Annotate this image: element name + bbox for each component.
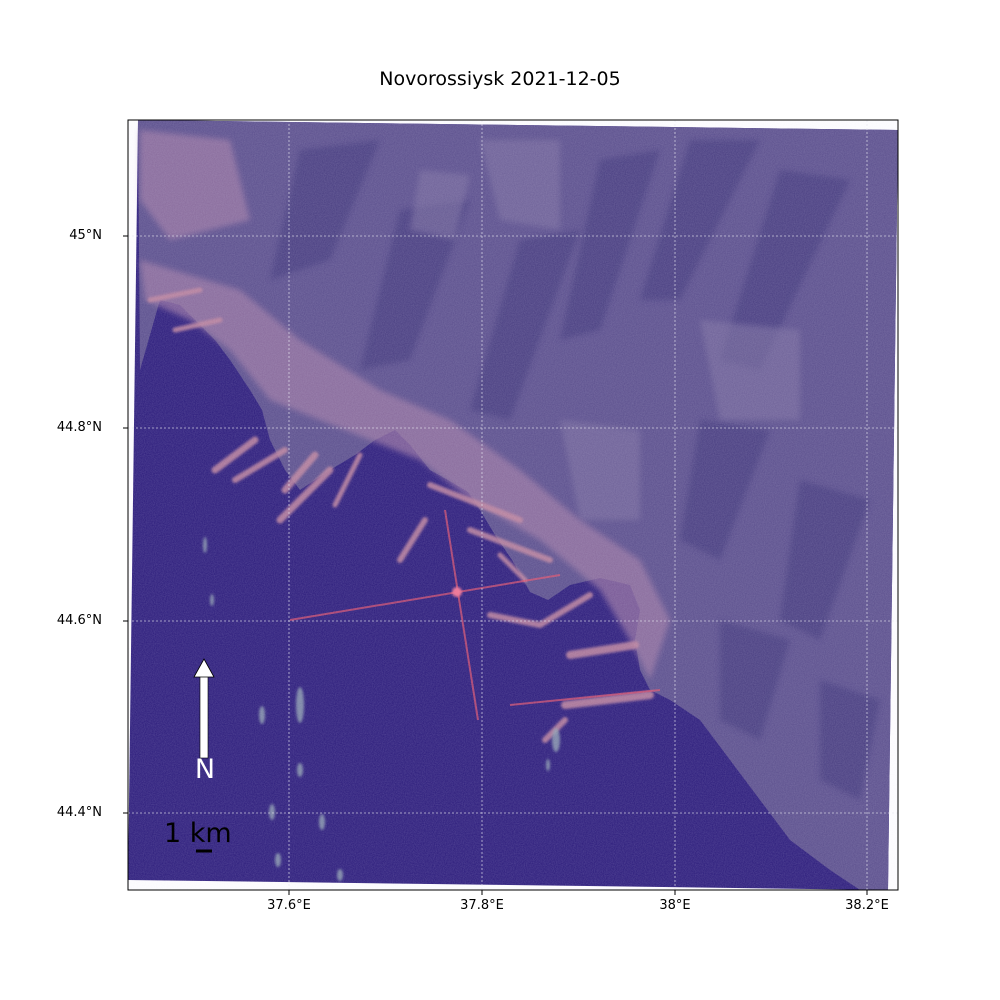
lon-tick-label: 37.8°E <box>460 898 504 913</box>
satellite-image <box>128 120 898 890</box>
lat-tick-label: 44.8°N <box>56 420 102 435</box>
lon-tick-label: 38.2°E <box>845 898 889 913</box>
lon-tick-label: 37.6°E <box>267 898 311 913</box>
north-arrow-icon <box>193 658 215 759</box>
graticule <box>128 120 898 890</box>
map-title: Novorossiysk 2021-12-05 <box>379 68 621 90</box>
lat-tick-label: 45°N <box>69 228 102 243</box>
radar-speckle <box>128 120 898 890</box>
scale-bar-label: 1 km <box>164 818 232 849</box>
lat-tick-label: 44.4°N <box>56 805 102 820</box>
north-arrow-label: N <box>194 754 216 785</box>
axis-ticks <box>123 235 868 895</box>
lat-tick-label: 44.6°N <box>56 613 102 628</box>
lon-tick-label: 38°E <box>659 898 691 913</box>
map-frame <box>127 119 899 891</box>
